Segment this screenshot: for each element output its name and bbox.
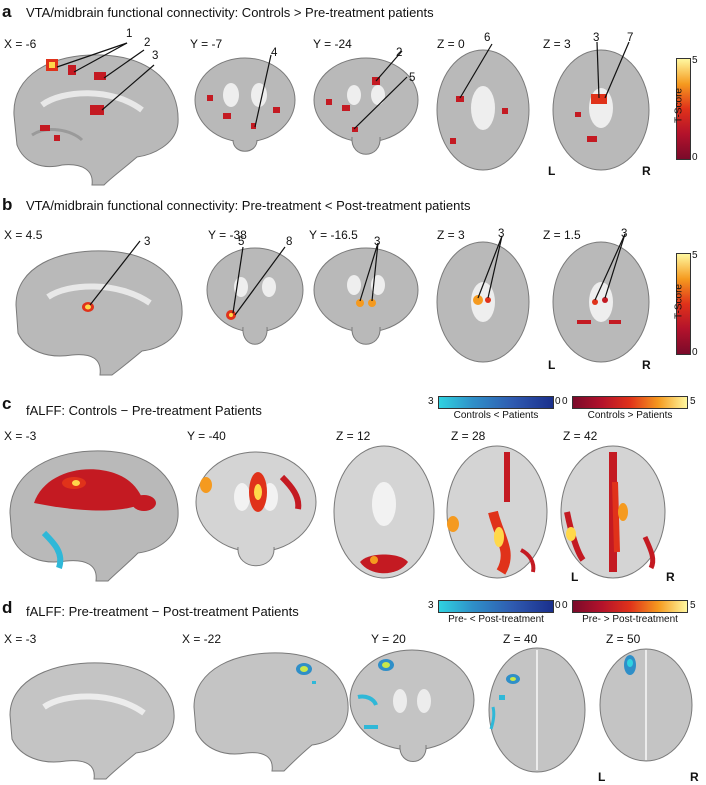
- panel-b-colorbar: [676, 253, 691, 355]
- panel-b-label-8: 8: [286, 236, 293, 248]
- panel-b-coord-3: Y = -16.5: [309, 228, 358, 242]
- panel-c-coord-5: Z = 42: [563, 429, 598, 443]
- panel-d-coord-2: X = -22: [182, 632, 222, 646]
- panel-a-label-2b: 2: [396, 47, 403, 59]
- panel-c-coord-2: Y = -40: [187, 429, 226, 443]
- panel-a-coord-3: Y = -24: [313, 37, 352, 51]
- panel-d-coord-1: X = -3: [4, 632, 37, 646]
- panel-a-coord-5: Z = 3: [543, 37, 571, 51]
- panel-b-colorbar-min: 0: [692, 347, 698, 358]
- panel-d-coord-3: Y = 20: [371, 632, 406, 646]
- panel-c-bar-left-max: 0: [555, 396, 561, 407]
- panel-b-coronal-brain-1-image: [206, 246, 304, 345]
- panel-d-coord-5: Z = 50: [606, 632, 641, 646]
- panel-d-axial-brain-1-image: [488, 647, 586, 773]
- panel-d-left-label: L: [598, 770, 606, 784]
- panel-a-label-5: 5: [409, 72, 416, 84]
- panel-a-colorbar-title: T-Score: [673, 88, 685, 124]
- panel-c-axial-brain-1-image: [333, 445, 435, 579]
- panel-c-letter: c: [2, 394, 12, 413]
- panel-c-red-colorbar: [572, 396, 688, 409]
- panel-d-coronal-brain-image: [349, 649, 475, 762]
- panel-c-coronal-brain-image: [195, 451, 317, 567]
- panel-c-right-label: R: [666, 570, 675, 584]
- panel-d-title: fALFF: Pre-treatment − Post-treatment Pa…: [26, 604, 299, 619]
- panel-d-bar-right-max: 5: [690, 600, 696, 611]
- panel-a-letter: a: [2, 2, 12, 21]
- panel-c-axial-brain-2-image: [446, 445, 548, 579]
- panel-a-left-label: L: [548, 164, 556, 178]
- panel-a-label-6: 6: [484, 32, 491, 44]
- panel-c-left-label: L: [571, 570, 579, 584]
- panel-c-title: fALFF: Controls − Pre-treatment Patients: [26, 403, 262, 418]
- panel-a-label-3b: 3: [593, 32, 600, 44]
- panel-d-coord-4: Z = 40: [503, 632, 538, 646]
- panel-d-right-label: R: [690, 770, 699, 784]
- panel-b-coord-5: Z = 1.5: [543, 228, 581, 242]
- panel-d-axial-brain-2-image: [599, 648, 693, 762]
- panel-a-label-2: 2: [144, 37, 151, 49]
- panel-a-sagittal-brain-image: [13, 42, 179, 186]
- panel-b-title: VTA/midbrain functional connectivity: Pr…: [26, 198, 471, 213]
- panel-b-right-label: R: [642, 358, 651, 372]
- panel-d-sagittal-brain-2-image: [193, 652, 349, 772]
- panel-a-right-label: R: [642, 164, 651, 178]
- panel-b-coord-4: Z = 3: [437, 228, 465, 242]
- panel-b-colorbar-max: 5: [692, 250, 698, 261]
- panel-b-label-3d: 3: [621, 228, 628, 240]
- panel-b-axial-brain-1-image: [436, 235, 530, 363]
- panel-b-label-5: 5: [238, 236, 245, 248]
- panel-b-left-label: L: [548, 358, 556, 372]
- panel-b-coord-1: X = 4.5: [4, 228, 43, 242]
- panel-a-colorbar-max: 5: [692, 55, 698, 66]
- panel-d-bar-left-label: Pre- < Post-treatment: [448, 614, 544, 625]
- panel-b-label-3c: 3: [498, 228, 505, 240]
- panel-d-red-colorbar: [572, 600, 688, 613]
- panel-d-bar-right-label: Pre- > Post-treatment: [582, 614, 678, 625]
- panel-c-coord-1: X = -3: [4, 429, 37, 443]
- panel-a-label-3: 3: [152, 50, 159, 62]
- panel-a-colorbar: [676, 58, 691, 160]
- panel-a-label-7: 7: [627, 32, 634, 44]
- panel-c-coord-3: Z = 12: [336, 429, 371, 443]
- panel-c-axial-brain-3-image: [560, 445, 666, 579]
- panel-a-axial-brain-1-image: [436, 43, 530, 171]
- panel-b-coord-2: Y = -38: [208, 228, 247, 242]
- panel-b-sagittal-brain-image: [15, 240, 183, 376]
- panel-b-label-3b: 3: [374, 236, 381, 248]
- panel-d-bar-right-min: 0: [562, 600, 568, 611]
- panel-a-label-1: 1: [126, 28, 133, 40]
- panel-a-coronal-brain-2-image: [313, 50, 419, 155]
- panel-c-blue-colorbar: [438, 396, 554, 409]
- panel-a-coord-2: Y = -7: [190, 37, 223, 51]
- panel-a-axial-brain-2-image: [552, 41, 650, 171]
- panel-b-coronal-brain-2-image: [313, 242, 419, 345]
- panel-b-label-3: 3: [144, 236, 151, 248]
- panel-c-bar-left-min: 3: [428, 396, 434, 407]
- panel-c-sagittal-brain-image: [9, 450, 179, 582]
- panel-b-letter: b: [2, 195, 13, 214]
- panel-c-bar-right-max: 5: [690, 396, 696, 407]
- panel-a-colorbar-min: 0: [692, 152, 698, 163]
- panel-a-coord-4: Z = 0: [437, 37, 465, 51]
- panel-d-bar-left-max: 0: [555, 600, 561, 611]
- panel-d-blue-colorbar: [438, 600, 554, 613]
- panel-a-label-4: 4: [271, 47, 278, 59]
- panel-a-coord-1: X = -6: [4, 37, 37, 51]
- panel-d-letter: d: [2, 598, 13, 617]
- panel-c-bar-right-min: 0: [562, 396, 568, 407]
- panel-c-coord-4: Z = 28: [451, 429, 486, 443]
- panel-c-bar-right-label: Controls > Patients: [587, 410, 673, 421]
- panel-c-bar-left-label: Controls < Patients: [453, 410, 539, 421]
- panel-d-sagittal-brain-1-image: [9, 662, 175, 780]
- panel-d-bar-left-min: 3: [428, 600, 434, 611]
- panel-b-colorbar-title: T-Score: [673, 284, 685, 320]
- panel-a-title: VTA/midbrain functional connectivity: Co…: [26, 5, 434, 20]
- panel-b-axial-brain-2-image: [552, 233, 650, 363]
- panel-a-coronal-brain-1-image: [194, 54, 296, 152]
